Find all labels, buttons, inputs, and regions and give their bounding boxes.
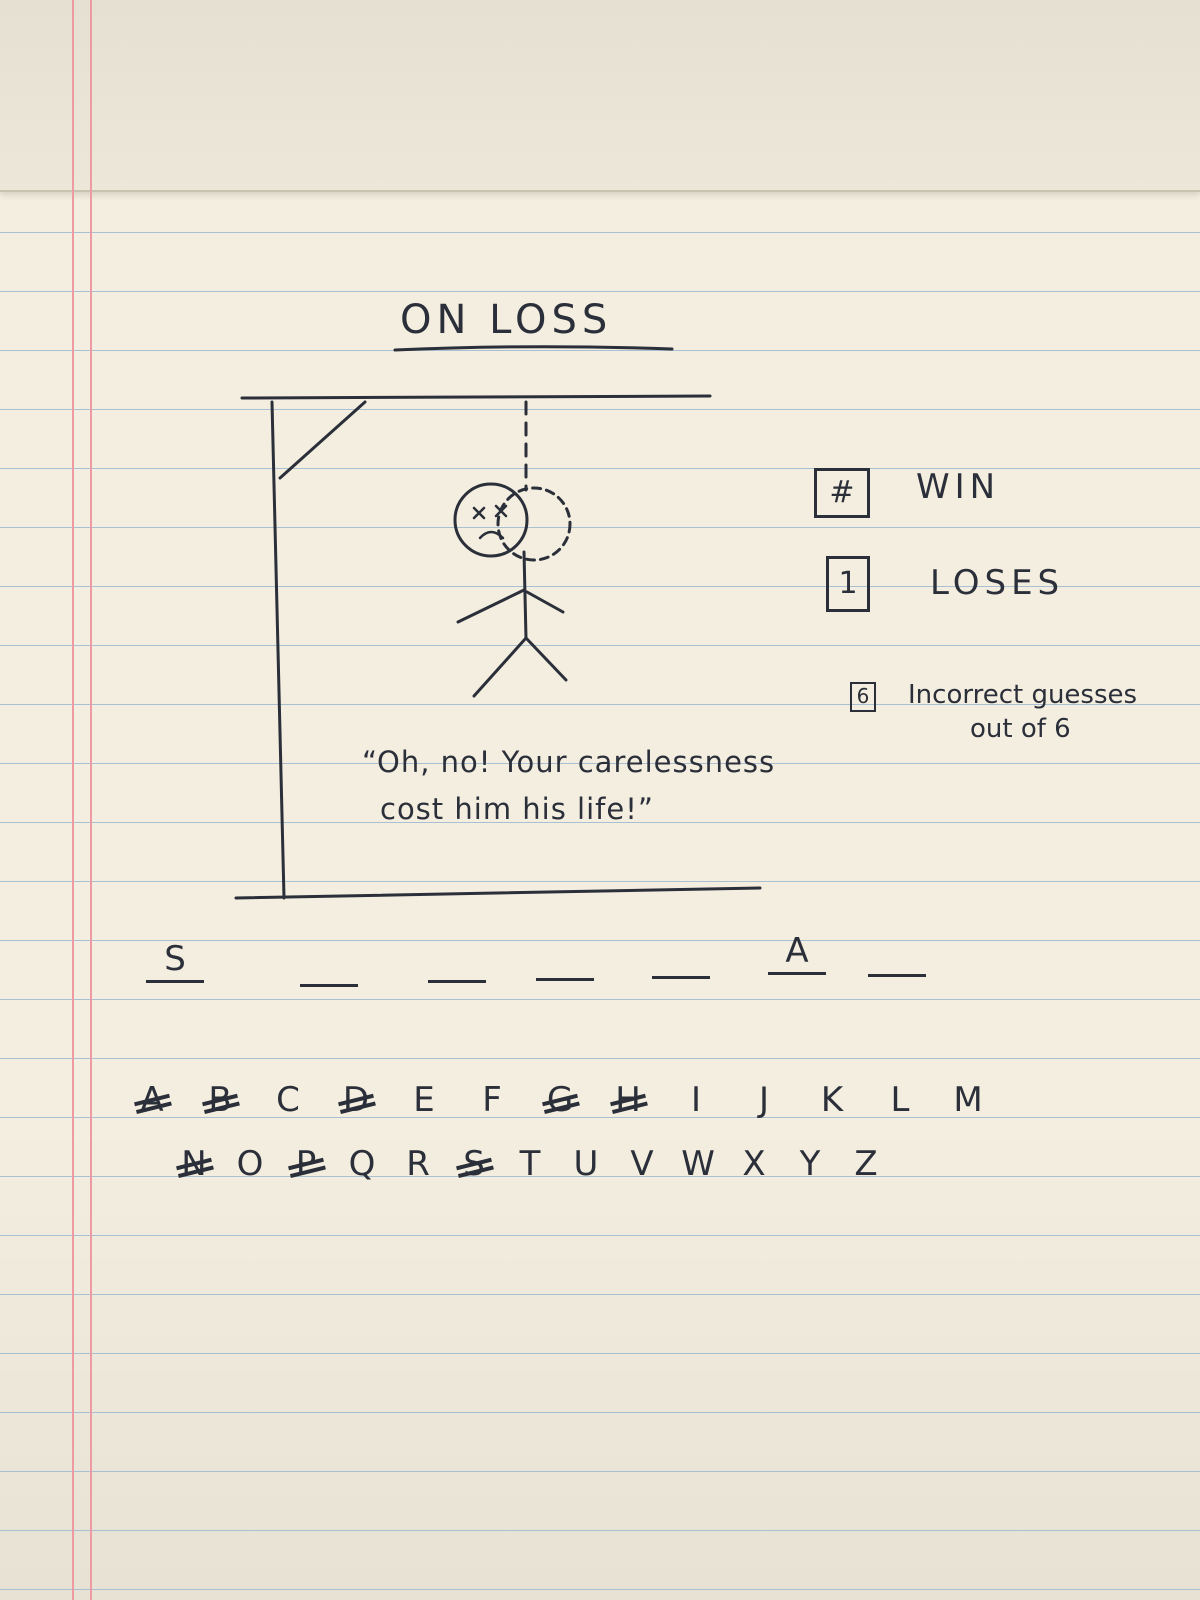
ruled-line (0, 881, 1200, 882)
ruled-line (0, 704, 1200, 705)
word-slot (868, 934, 926, 977)
ruled-line (0, 350, 1200, 351)
figure-left-arm (456, 588, 526, 624)
key-p[interactable]: P (282, 1140, 330, 1188)
ruled-line (0, 291, 1200, 292)
key-u[interactable]: U (573, 1144, 599, 1184)
figure-dead-eyes (472, 504, 508, 520)
ruled-line (0, 1294, 1200, 1295)
key-x[interactable]: X (742, 1144, 766, 1184)
ruled-line (0, 763, 1200, 764)
key-g[interactable]: G (536, 1076, 584, 1124)
ruled-line (0, 1235, 1200, 1236)
ruled-line (0, 468, 1200, 469)
key-w[interactable]: W (681, 1144, 715, 1184)
key-f[interactable]: F (482, 1080, 502, 1120)
key-t[interactable]: T (519, 1144, 541, 1184)
key-s[interactable]: S (450, 1140, 498, 1188)
key-i[interactable]: I (690, 1080, 702, 1120)
word-slot (300, 944, 358, 987)
key-l[interactable]: L (890, 1080, 910, 1120)
ruled-line (0, 645, 1200, 646)
ruled-line (0, 1176, 1200, 1177)
key-k[interactable]: K (820, 1080, 844, 1120)
ruled-line (0, 1353, 1200, 1354)
figure-right-arm (525, 590, 565, 614)
word-slot (652, 936, 710, 979)
ruled-line (0, 822, 1200, 823)
key-h[interactable]: H (604, 1076, 652, 1124)
loss-message-line2: cost him his life!” (380, 792, 654, 826)
ruled-line (0, 1058, 1200, 1059)
word-slot (536, 938, 594, 981)
figure-left-leg (472, 636, 528, 698)
gallows-base (234, 886, 762, 900)
key-o[interactable]: O (236, 1144, 264, 1184)
ruled-line (0, 1412, 1200, 1413)
key-j[interactable]: J (758, 1080, 770, 1120)
margin-line-left (72, 0, 74, 1600)
key-e[interactable]: E (413, 1080, 435, 1120)
gallows-post (270, 400, 286, 900)
incorrect-label-line1: Incorrect guesses (908, 680, 1138, 710)
key-n[interactable]: N (170, 1140, 218, 1188)
key-z[interactable]: Z (854, 1144, 878, 1184)
gallows-beam (240, 394, 712, 400)
margin-line-right (90, 0, 92, 1600)
key-b[interactable]: B (196, 1076, 244, 1124)
ghost-head (496, 486, 572, 562)
wins-label: WIN (916, 467, 1001, 507)
page-title: ON LOSS (400, 297, 613, 343)
key-y[interactable]: Y (799, 1144, 821, 1184)
figure-head (453, 482, 529, 558)
ruled-line (0, 1471, 1200, 1472)
ruled-line (0, 940, 1200, 941)
incorrect-label-line2: out of 6 (970, 714, 1071, 744)
incorrect-count-box: 6 (850, 682, 876, 712)
ruled-line (0, 409, 1200, 410)
figure-right-leg (524, 636, 568, 682)
key-c[interactable]: C (276, 1080, 300, 1120)
losses-label: LOSES (930, 563, 1065, 603)
figure-frown (478, 530, 505, 540)
word-slot: A (768, 932, 826, 975)
figure-body (522, 550, 528, 640)
key-d[interactable]: D (332, 1076, 380, 1124)
ruled-line (0, 527, 1200, 528)
gallows-brace (278, 400, 367, 480)
losses-count-box: 1 (826, 556, 870, 612)
ruled-line (0, 1530, 1200, 1531)
title-underline (393, 345, 674, 352)
word-slot (428, 940, 486, 983)
word-slot: S (146, 940, 204, 983)
ruled-line (0, 586, 1200, 587)
ruled-line (0, 999, 1200, 1000)
key-q[interactable]: Q (348, 1144, 376, 1184)
key-m[interactable]: M (953, 1080, 983, 1120)
ruled-line (0, 232, 1200, 233)
key-r[interactable]: R (406, 1144, 430, 1184)
wins-count-box: # (814, 468, 870, 518)
key-v[interactable]: V (630, 1144, 654, 1184)
ruled-line (0, 1117, 1200, 1118)
key-a[interactable]: A (128, 1076, 176, 1124)
loss-message-line1: “Oh, no! Your carelessness (362, 745, 776, 779)
ruled-line (0, 1589, 1200, 1590)
previous-page-edge (0, 0, 1200, 192)
